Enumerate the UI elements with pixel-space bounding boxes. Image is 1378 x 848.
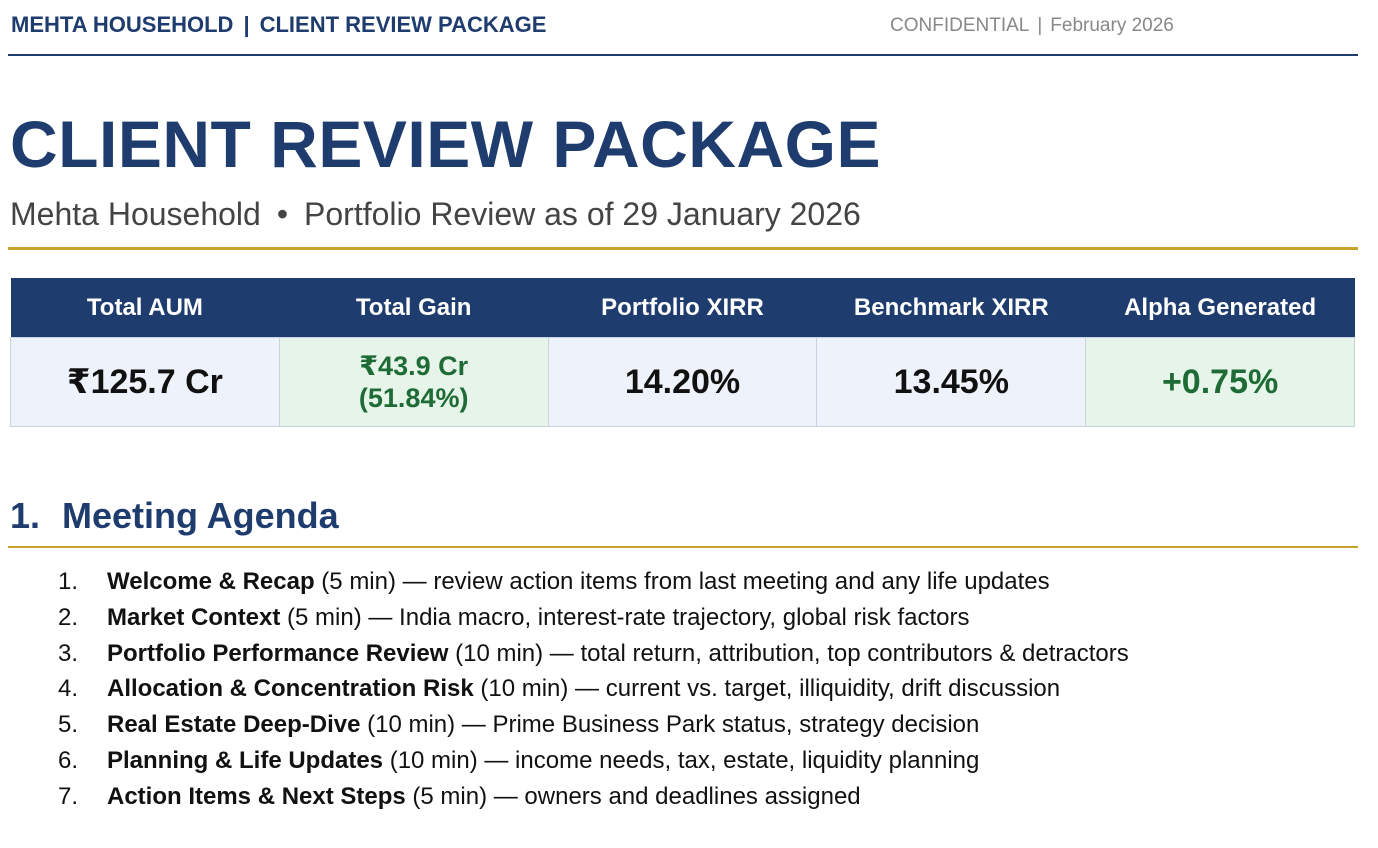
header-client: MEHTA HOUSEHOLD [11, 12, 234, 37]
agenda-item-title: Portfolio Performance Review [107, 639, 449, 667]
metric-total-gain-amount: ₹43.9 Cr [359, 351, 469, 381]
header-separator: | [243, 12, 250, 37]
agenda-list: 1. Welcome & Recap (5 min) — review actio… [58, 564, 1129, 815]
metric-alpha: +0.75% [1085, 337, 1355, 427]
metric-benchmark-xirr: 13.45% [816, 337, 1087, 427]
agenda-item-description: — owners and deadlines assigned [487, 782, 861, 810]
agenda-item: 2. Market Context (5 min) — India macro, … [58, 600, 1129, 636]
agenda-item-title: Real Estate Deep-Dive [107, 711, 361, 739]
agenda-item-number: 2. [58, 603, 79, 631]
agenda-item-number: 4. [58, 675, 79, 703]
section-divider [8, 546, 1358, 548]
agenda-item-title: Allocation & Concentration Risk [107, 675, 474, 703]
subtitle-bullet: • [276, 196, 289, 232]
agenda-item-duration: (10 min) [383, 746, 478, 774]
page-subtitle: Mehta Household • Portfolio Review as of 2… [10, 194, 861, 234]
agenda-item-description: — India macro, interest-rate trajectory,… [361, 603, 970, 631]
metric-header-portfolio-xirr: Portfolio XIRR [548, 278, 817, 338]
agenda-item: 1. Welcome & Recap (5 min) — review actio… [58, 564, 1129, 600]
agenda-item-description: — total return, attribution, top contrib… [543, 639, 1129, 667]
header-right-separator: | [1037, 15, 1043, 36]
agenda-item: 4. Allocation & Concentration Risk (10 mi… [58, 671, 1129, 707]
metric-total-aum: ₹125.7 Cr [10, 337, 280, 427]
metric-header-benchmark-xirr: Benchmark XIRR [816, 278, 1086, 338]
agenda-item: 6. Planning & Life Updates (10 min) — inc… [58, 743, 1129, 779]
agenda-item-title: Action Items & Next Steps [107, 782, 406, 810]
agenda-item: 5. Real Estate Deep-Dive (10 min) — Prime… [58, 707, 1129, 743]
agenda-item-duration: (10 min) [448, 639, 544, 667]
document-header: MEHTA HOUSEHOLD | CLIENT REVIEW PACKAGE CO… [8, 0, 1358, 56]
page-title: CLIENT REVIEW PACKAGE [10, 107, 881, 181]
agenda-item-duration: (10 min) [360, 711, 456, 739]
agenda-item-title: Market Context [107, 603, 281, 631]
agenda-item-description: — Prime Business Park status, strategy d… [455, 711, 980, 739]
header-date: February 2026 [1050, 15, 1174, 36]
metrics-value-row: ₹125.7 Cr ₹43.9 Cr (51.84%) 14.20% 13.45… [10, 337, 1355, 427]
agenda-item-duration: (5 min) [280, 603, 362, 631]
section-heading-agenda: 1. Meeting Agenda [10, 494, 339, 538]
metrics-header-row: Total AUM Total Gain Portfolio XIRR Benc… [10, 278, 1355, 338]
agenda-item-description: — income needs, tax, estate, liquidity p… [477, 746, 980, 774]
agenda-item-duration: (5 min) [405, 782, 488, 810]
section-number: 1. [10, 495, 41, 536]
metric-total-gain: ₹43.9 Cr (51.84%) [278, 337, 549, 427]
metric-header-total-aum: Total AUM [10, 278, 280, 338]
agenda-item-number: 5. [58, 711, 79, 739]
agenda-item-description: — current vs. target, illiquidity, drift… [568, 675, 1061, 703]
agenda-item-description: — review action items from last meeting … [395, 568, 1050, 595]
header-right: CONFIDENTIAL | February 2026 [890, 15, 1174, 37]
agenda-item-title: Welcome & Recap [107, 568, 315, 595]
header-document-type: CLIENT REVIEW PACKAGE [259, 12, 547, 37]
metric-portfolio-xirr: 14.20% [547, 337, 818, 427]
metrics-table: Total AUM Total Gain Portfolio XIRR Benc… [10, 278, 1355, 427]
metric-header-total-gain: Total Gain [279, 278, 549, 338]
subtitle-review: Portfolio Review as of 29 January 2026 [304, 196, 861, 232]
agenda-item-title: Planning & Life Updates [107, 746, 384, 774]
metric-total-gain-percent: (51.84%) [358, 383, 469, 413]
agenda-item: 7. Action Items & Next Steps (5 min) — ow… [58, 779, 1129, 815]
header-classification: CONFIDENTIAL [890, 15, 1030, 36]
agenda-item-number: 3. [58, 639, 79, 667]
section-title: Meeting Agenda [62, 495, 339, 536]
agenda-item: 3. Portfolio Performance Review (10 min) … [58, 636, 1129, 672]
subtitle-household: Mehta Household [10, 196, 261, 232]
agenda-item-duration: (5 min) [314, 568, 396, 595]
agenda-item-number: 7. [58, 782, 79, 810]
agenda-item-duration: (10 min) [473, 675, 569, 703]
header-left: MEHTA HOUSEHOLD | CLIENT REVIEW PACKAGE [11, 12, 546, 38]
agenda-item-number: 1. [58, 568, 79, 595]
title-divider [8, 247, 1358, 250]
metric-header-alpha: Alpha Generated [1085, 278, 1355, 338]
agenda-item-number: 6. [58, 746, 79, 774]
